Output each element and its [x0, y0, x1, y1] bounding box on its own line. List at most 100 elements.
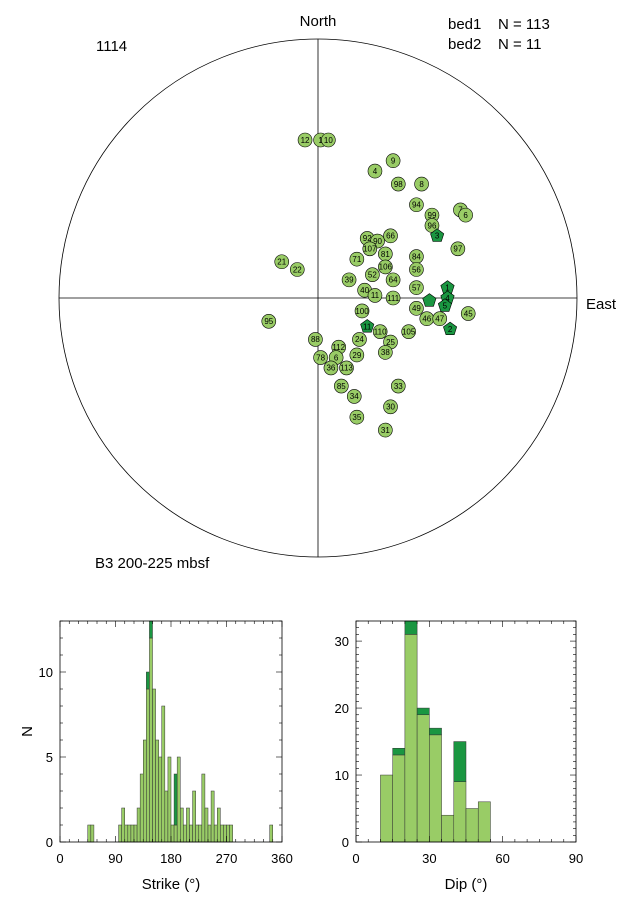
bed1-bar — [161, 705, 166, 843]
bed1-pole: 84 — [409, 249, 424, 264]
strike-histogram: 0 90 180 270 360 0 5 10 Strike (°) N — [19, 620, 293, 893]
pole-circle-marker — [378, 259, 393, 275]
bed1-bar — [149, 637, 153, 843]
pole-pentagon-marker — [443, 321, 458, 336]
bed1-pole: 35 — [349, 409, 365, 425]
x-tick-label: 180 — [160, 851, 182, 866]
pole-label: 94 — [412, 201, 421, 210]
pole-pentagon-marker — [422, 293, 437, 307]
pole-circle-marker — [346, 389, 362, 404]
bed1-bar — [158, 756, 163, 843]
pole-label: 52 — [368, 270, 377, 279]
bed1-bar — [213, 824, 218, 843]
pole-label: 25 — [386, 338, 395, 347]
pole-circle-marker — [385, 153, 401, 169]
pole-label: 95 — [264, 317, 273, 326]
x-tick-label: 90 — [108, 851, 122, 866]
bed1-pole: 4 — [367, 163, 383, 179]
pole-circle-marker — [349, 347, 365, 363]
y-tick-label: 20 — [335, 701, 349, 716]
pole-label: 38 — [381, 348, 390, 357]
bed1-bar — [183, 824, 187, 843]
bed2-pole: 5 — [437, 298, 452, 312]
pole-label: 6 — [334, 353, 339, 362]
bed1-bar — [87, 824, 92, 843]
bed1-bar — [90, 824, 95, 843]
pole-label: 4 — [373, 167, 378, 176]
bed1-bar — [465, 808, 479, 843]
pole-circle-marker — [365, 267, 380, 282]
pole-label: 49 — [412, 304, 421, 313]
pole-label: 47 — [435, 315, 444, 324]
bed2-bar — [149, 620, 153, 639]
y-tick-label: 30 — [335, 634, 349, 649]
pole-label: 88 — [311, 335, 320, 344]
pole-circle-marker — [378, 422, 393, 438]
bed1-pole: 107 — [362, 241, 378, 257]
x-tick-label: 0 — [56, 851, 63, 866]
bed1-bar — [477, 801, 491, 843]
pole-label: 45 — [464, 309, 473, 318]
stereonet-plot: North East 1114 B3 200-225 mbsf bed1 N =… — [58, 13, 617, 572]
pole-label: 56 — [412, 265, 421, 274]
bed1-pole: 111 — [385, 290, 401, 306]
bed1-pole: 71 — [349, 251, 365, 267]
pole-label: 107 — [363, 245, 377, 254]
bed1-pole: 34 — [346, 389, 362, 404]
bed1-bar — [139, 773, 144, 843]
strike-axes: 0 90 180 270 360 0 5 10 Strike (°) N — [19, 620, 293, 893]
pole-label: 9 — [391, 157, 396, 166]
pole-label: 29 — [352, 351, 361, 360]
x-tick-label: 30 — [422, 851, 436, 866]
y-tick-label: 5 — [46, 750, 53, 765]
pole-label: 36 — [326, 364, 335, 373]
x-axis-label: Strike (°) — [142, 876, 201, 893]
bed1-pole: 8 — [414, 176, 429, 192]
pole-label: 3 — [435, 232, 440, 241]
pole-label: 8 — [419, 180, 424, 189]
pole-label: 96 — [428, 221, 437, 230]
bed1-bar — [392, 754, 406, 843]
bed2-pole: 3 — [430, 228, 445, 242]
bed1-pole: 31 — [378, 422, 393, 438]
x-tick-label: 270 — [216, 851, 238, 866]
pole-pentagon-marker — [360, 319, 375, 333]
pole-circle-marker — [334, 378, 349, 394]
bed1-pole: 57 — [409, 280, 424, 295]
pole-label: 22 — [293, 265, 302, 274]
bed1-bar — [207, 824, 212, 843]
x-tick-label: 360 — [271, 851, 293, 866]
bed1-bar — [192, 790, 196, 843]
bed1-bar — [152, 688, 156, 843]
bed1-bar — [127, 824, 132, 843]
bed1-bar — [204, 807, 209, 843]
pole-circle-marker — [308, 332, 323, 347]
pole-markers: 1211094898949976969792906610781718410656… — [261, 132, 476, 438]
bed1-pole: 36 — [323, 360, 339, 376]
pole-label: 2 — [448, 325, 453, 334]
pole-label: 98 — [394, 180, 403, 189]
bed1-pole: 30 — [383, 399, 398, 415]
pole-circle-marker — [432, 311, 448, 327]
bed1-bar — [155, 739, 159, 843]
x-axis-label: Dip (°) — [445, 876, 488, 893]
bed1-pole: 9 — [385, 153, 401, 169]
bed1-pole: 47 — [432, 311, 448, 327]
pole-label: 113 — [340, 364, 353, 373]
pole-label: 81 — [381, 250, 390, 259]
pole-label: 78 — [316, 353, 325, 362]
bed1-bar — [223, 824, 227, 843]
bed1-bar — [176, 756, 181, 843]
interval-label: B3 200-225 mbsf — [95, 555, 210, 572]
pole-label: 11 — [371, 291, 380, 300]
pole-circle-marker — [354, 303, 370, 319]
bed1-pole: 88 — [308, 332, 323, 347]
bed1-pole: 52 — [365, 267, 380, 282]
pole-circle-marker — [341, 272, 357, 288]
bed2-bar — [429, 727, 442, 736]
pole-circle-marker — [383, 399, 398, 415]
dip-histogram: 0 30 60 90 0 10 20 30 Dip (°) — [335, 620, 583, 893]
bed1-bar — [416, 714, 430, 843]
bed2-bar — [392, 747, 406, 756]
